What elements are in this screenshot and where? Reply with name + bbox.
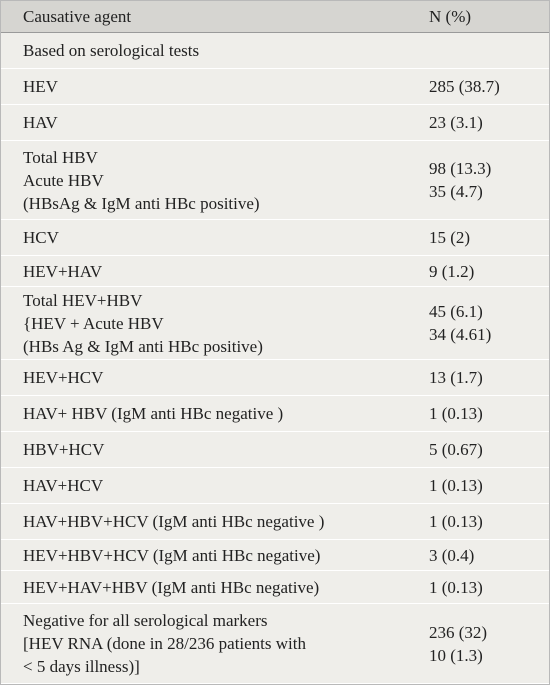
- agent-text: {HEV + Acute HBV: [23, 313, 164, 333]
- count-text: 1 (0.13): [429, 577, 483, 597]
- table-row: HEV+HAV 9 (1.2): [1, 256, 549, 287]
- table-row: HEV+HAV+HBV (IgM anti HBc negative) 1 (0.…: [1, 571, 549, 604]
- agent-text: Total HEV+HBV: [23, 290, 143, 310]
- agent-cell: HAV+ HBV (IgM anti HBc negative ): [1, 396, 411, 431]
- count-cell: 236 (32) 10 (1.3): [411, 604, 549, 683]
- count-text: 3 (0.4): [429, 545, 475, 565]
- count-cell: 1 (0.13): [411, 468, 549, 503]
- count-text: 34 (4.61): [429, 325, 492, 344]
- agent-cell: HAV+HCV: [1, 468, 411, 503]
- count-text: 35 (4.7): [429, 182, 483, 201]
- agent-text: HCV: [23, 228, 59, 247]
- agent-cell: HAV+HBV+HCV (IgM anti HBc negative ): [1, 504, 411, 539]
- table-row: Based on serological tests: [1, 33, 549, 69]
- agent-cell: Negative for all serological markers [HEV…: [1, 604, 411, 683]
- count-cell: 13 (1.7): [411, 360, 549, 395]
- count-cell: 1 (0.13): [411, 571, 549, 603]
- count-cell: 98 (13.3) 35 (4.7): [411, 141, 549, 219]
- table-row: Total HBV Acute HBV (HBsAg & IgM anti HBc …: [1, 141, 549, 220]
- count-text: 23 (3.1): [429, 113, 483, 132]
- agent-text: Total HBV: [23, 147, 98, 167]
- agent-cell: HAV: [1, 105, 411, 140]
- table-row: HEV 285 (38.7): [1, 69, 549, 105]
- table-row: HAV+ HBV (IgM anti HBc negative ) 1 (0.13…: [1, 396, 549, 432]
- table-row: HEV+HCV 13 (1.7): [1, 360, 549, 396]
- agent-cell: HEV+HAV+HBV (IgM anti HBc negative): [1, 571, 411, 603]
- agent-cell: HEV+HBV+HCV (IgM anti HBc negative): [1, 540, 411, 570]
- table-row: Total HEV+HBV {HEV + Acute HBV (HBs Ag & I…: [1, 287, 549, 360]
- count-text: 236 (32): [429, 622, 488, 642]
- header-cell: Causative agent: [1, 1, 411, 32]
- agent-text: Acute HBV: [23, 170, 104, 190]
- count-text: 15 (2): [429, 228, 471, 247]
- count-text: 98 (13.3): [429, 159, 492, 178]
- agent-text: Negative for all serological markers: [23, 611, 268, 630]
- header-text: N (%): [429, 7, 472, 26]
- agent-text: HEV+HBV+HCV (IgM anti HBc negative): [23, 545, 321, 565]
- count-text: 1 (0.13): [429, 512, 483, 531]
- count-cell: 45 (6.1) 34 (4.61): [411, 287, 549, 359]
- count-cell: 3 (0.4): [411, 540, 549, 570]
- count-text: 10 (1.3): [429, 645, 483, 665]
- table-row: HEV+HBV+HCV (IgM anti HBc negative) 3 (0.…: [1, 540, 549, 571]
- agent-text: HEV: [23, 77, 58, 96]
- header-cell: N (%): [411, 1, 549, 32]
- table-row: HBV+HCV 5 (0.67): [1, 432, 549, 468]
- agent-text: < 5 days illness)]: [23, 657, 140, 676]
- agent-text: HEV+HCV: [23, 368, 104, 387]
- header-text: Causative agent: [23, 7, 132, 26]
- agent-cell: HBV+HCV: [1, 432, 411, 467]
- count-cell: 5 (0.67): [411, 432, 549, 467]
- agent-cell: Based on serological tests: [1, 33, 411, 68]
- header-row: Causative agent N (%): [1, 1, 549, 33]
- agent-text: (HBs Ag & IgM anti HBc positive): [23, 336, 263, 356]
- agent-cell: HEV: [1, 69, 411, 104]
- table-row: HCV 15 (2): [1, 220, 549, 256]
- agent-text: HAV+ HBV (IgM anti HBc negative ): [23, 404, 284, 423]
- agent-text: Based on serological tests: [23, 41, 200, 60]
- agent-text: HAV: [23, 113, 58, 132]
- agent-text: HEV+HAV: [23, 261, 103, 281]
- agent-text: HAV+HCV: [23, 476, 104, 495]
- table-row: HAV+HBV+HCV (IgM anti HBc negative ) 1 (0…: [1, 504, 549, 540]
- table-row: HAV 23 (3.1): [1, 105, 549, 141]
- agent-text: [HEV RNA (done in 28/236 patients with: [23, 634, 306, 653]
- agent-text: HBV+HCV: [23, 440, 105, 459]
- count-text: 1 (0.13): [429, 404, 483, 423]
- agent-cell: Total HBV Acute HBV (HBsAg & IgM anti HBc …: [1, 141, 411, 219]
- count-cell: [411, 33, 549, 68]
- count-text: 5 (0.67): [429, 440, 483, 459]
- agent-cell: HCV: [1, 220, 411, 255]
- agent-cell: HEV+HAV: [1, 256, 411, 286]
- count-cell: 1 (0.13): [411, 396, 549, 431]
- count-cell: 285 (38.7): [411, 69, 549, 104]
- count-cell: 9 (1.2): [411, 256, 549, 286]
- count-text: 1 (0.13): [429, 476, 483, 495]
- count-text: 13 (1.7): [429, 368, 483, 387]
- agent-text: HAV+HBV+HCV (IgM anti HBc negative ): [23, 512, 325, 531]
- count-cell: 1 (0.13): [411, 504, 549, 539]
- count-text: 285 (38.7): [429, 77, 500, 96]
- count-cell: 15 (2): [411, 220, 549, 255]
- count-cell: 23 (3.1): [411, 105, 549, 140]
- agent-cell: Total HEV+HBV {HEV + Acute HBV (HBs Ag & I…: [1, 287, 411, 359]
- agent-text: HEV+HAV+HBV (IgM anti HBc negative): [23, 577, 320, 597]
- table-row: HAV+HCV 1 (0.13): [1, 468, 549, 504]
- count-text: 9 (1.2): [429, 261, 475, 281]
- agent-text: (HBsAg & IgM anti HBc positive): [23, 193, 260, 213]
- count-text: 45 (6.1): [429, 302, 483, 321]
- table-row: Negative for all serological markers [HEV…: [1, 604, 549, 684]
- agent-cell: HEV+HCV: [1, 360, 411, 395]
